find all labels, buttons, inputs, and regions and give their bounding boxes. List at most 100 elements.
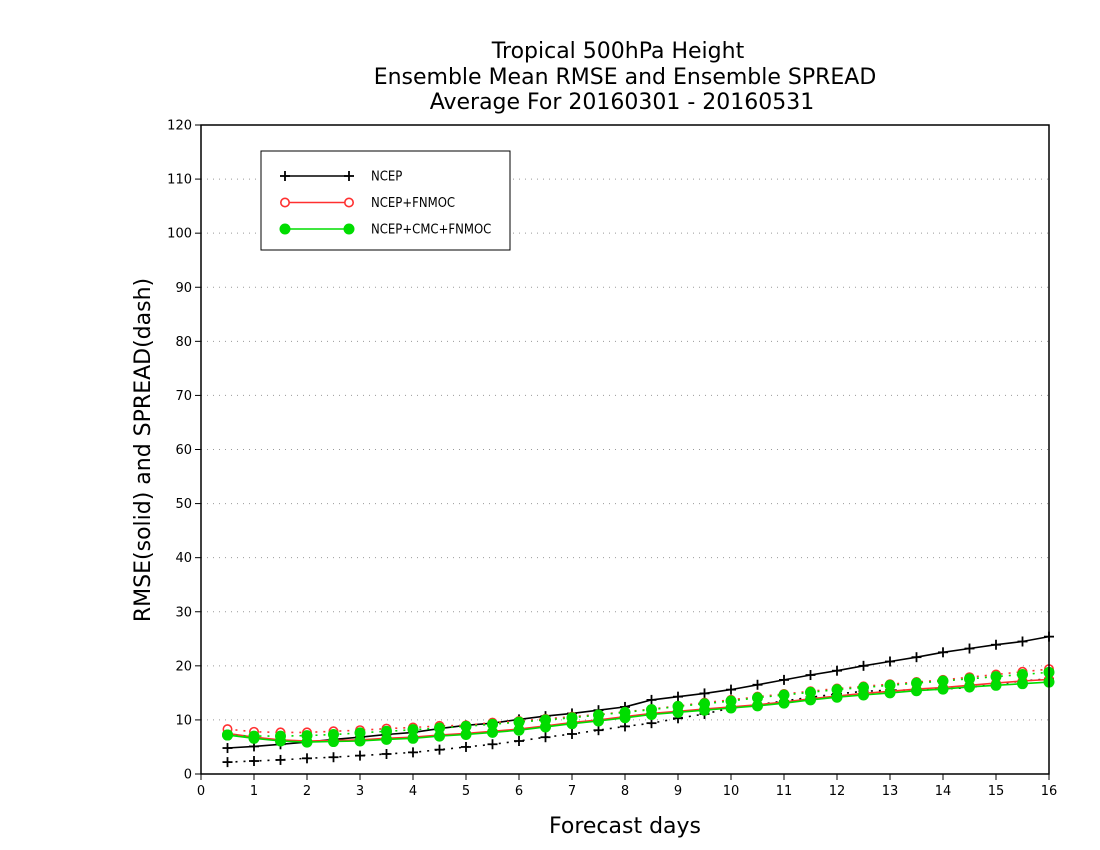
plus-marker: [487, 739, 498, 750]
plus-marker: [832, 665, 842, 676]
plus-marker: [355, 750, 365, 761]
plus-marker: [752, 679, 763, 690]
x-tick-label: 13: [882, 784, 899, 799]
filled-circle-marker: [540, 714, 551, 726]
legend-label: NCEP: [371, 170, 402, 185]
title-line-3: Average For 20160301 - 20160531: [430, 90, 815, 115]
series-ncep-fnmoc-spread: [222, 664, 1055, 738]
title-line-1: Tropical 500hPa Height: [491, 39, 745, 64]
plus-marker: [858, 660, 869, 671]
filled-circle-marker: [990, 671, 1002, 683]
filled-circle-marker: [248, 730, 260, 742]
filled-circle-marker: [275, 730, 286, 742]
plus-marker: [280, 171, 290, 181]
filled-circle-marker: [222, 729, 233, 741]
plus-marker: [408, 747, 418, 758]
filled-circle-marker: [884, 679, 896, 691]
series-line-ncep-fnmoc-spread: [227, 668, 1050, 734]
x-tick-label: 10: [723, 784, 740, 799]
y-axis-label: RMSE(solid) and SPREAD(dash): [131, 278, 156, 622]
y-tick-label: 100: [167, 227, 192, 242]
plus-marker: [779, 674, 789, 685]
y-tick-label: 110: [167, 173, 192, 188]
x-tick-label: 1: [250, 784, 258, 799]
plus-marker: [249, 756, 259, 767]
y-tick-label: 90: [175, 281, 192, 296]
y-tick-label: 50: [175, 497, 192, 512]
filled-circle-marker: [460, 720, 472, 732]
x-tick-label: 3: [356, 784, 364, 799]
y-axis: 0 10 20 30 40 50 60 70 80 90 100 110 120: [167, 119, 201, 783]
plus-marker: [567, 728, 577, 739]
plus-marker: [964, 643, 975, 654]
open-circle-marker: [343, 197, 354, 208]
x-tick-label: 0: [197, 784, 205, 799]
title-line-2: Ensemble Mean RMSE and Ensemble SPREAD: [374, 65, 877, 90]
legend: NCEP NCEP+FNMOC NCEP+CMC+FNMOC: [260, 150, 511, 251]
y-tick-label: 10: [175, 713, 192, 728]
filled-circle-marker: [725, 695, 737, 707]
plus-marker: [885, 656, 895, 667]
filled-circle-marker: [343, 223, 355, 235]
plus-marker: [938, 647, 948, 658]
x-axis-label: Forecast days: [549, 814, 701, 839]
series-line-ncep-fnmoc-rmse: [227, 678, 1050, 742]
x-tick-label: 8: [621, 784, 629, 799]
filled-circle-marker: [699, 698, 710, 710]
filled-circle-marker: [778, 689, 790, 701]
filled-circle-marker: [1017, 678, 1028, 690]
legend-box: [260, 150, 511, 251]
filled-circle-marker: [513, 716, 525, 728]
filled-circle-marker: [646, 704, 657, 716]
filled-circle-marker: [805, 686, 816, 698]
plus-marker: [805, 670, 816, 681]
plus-marker: [514, 736, 524, 747]
filled-circle-marker: [937, 675, 949, 687]
plus-marker: [461, 741, 471, 752]
x-tick-label: 7: [568, 784, 576, 799]
plus-marker: [726, 684, 736, 695]
plus-marker: [991, 639, 1001, 650]
y-tick-label: 30: [175, 605, 192, 620]
filled-circle-marker: [566, 712, 578, 724]
plus-marker: [540, 732, 551, 743]
plus-marker: [1017, 636, 1028, 647]
filled-circle-marker: [752, 692, 763, 704]
filled-circle-marker: [354, 727, 366, 739]
x-axis: 0 1 2 3 4 5 6 7 8 9 10 11 12 13 14 15 16: [197, 774, 1057, 799]
filled-circle-marker: [328, 729, 339, 741]
legend-entry: NCEP+CMC+FNMOC: [279, 223, 491, 238]
filled-circle-marker: [279, 223, 291, 235]
chart-title: Tropical 500hPa Height Ensemble Mean RMS…: [374, 39, 877, 115]
filled-circle-marker: [858, 681, 869, 693]
filled-circle-marker: [831, 684, 843, 696]
filled-circle-marker: [1017, 668, 1028, 680]
plus-marker: [328, 752, 339, 763]
x-tick-label: 5: [462, 784, 470, 799]
plus-marker: [593, 725, 604, 736]
series-line-ncep-rmse: [227, 635, 1050, 749]
y-tick-label: 80: [175, 335, 192, 350]
legend-label: NCEP+FNMOC: [371, 196, 455, 211]
filled-circle-marker: [672, 700, 684, 712]
filled-circle-marker: [434, 722, 445, 734]
plus-marker: [275, 754, 286, 765]
x-tick-label: 6: [515, 784, 523, 799]
x-tick-label: 9: [674, 784, 682, 799]
y-tick-label: 20: [175, 659, 192, 674]
x-tick-label: 2: [303, 784, 311, 799]
y-tick-label: 40: [175, 551, 192, 566]
y-tick-label: 60: [175, 443, 192, 458]
plus-marker: [646, 694, 657, 705]
x-tick-label: 4: [409, 784, 417, 799]
legend-entry: NCEP+FNMOC: [279, 196, 455, 211]
plus-marker: [381, 748, 392, 759]
plus-marker: [434, 744, 445, 755]
filled-circle-marker: [407, 724, 419, 736]
y-tick-label: 0: [184, 768, 192, 783]
open-circle-marker: [279, 197, 290, 208]
series-line-ncep-spread: [227, 678, 1050, 763]
filled-circle-marker: [619, 706, 631, 718]
filled-circle-marker: [593, 709, 604, 721]
y-tick-label: 120: [167, 119, 192, 134]
